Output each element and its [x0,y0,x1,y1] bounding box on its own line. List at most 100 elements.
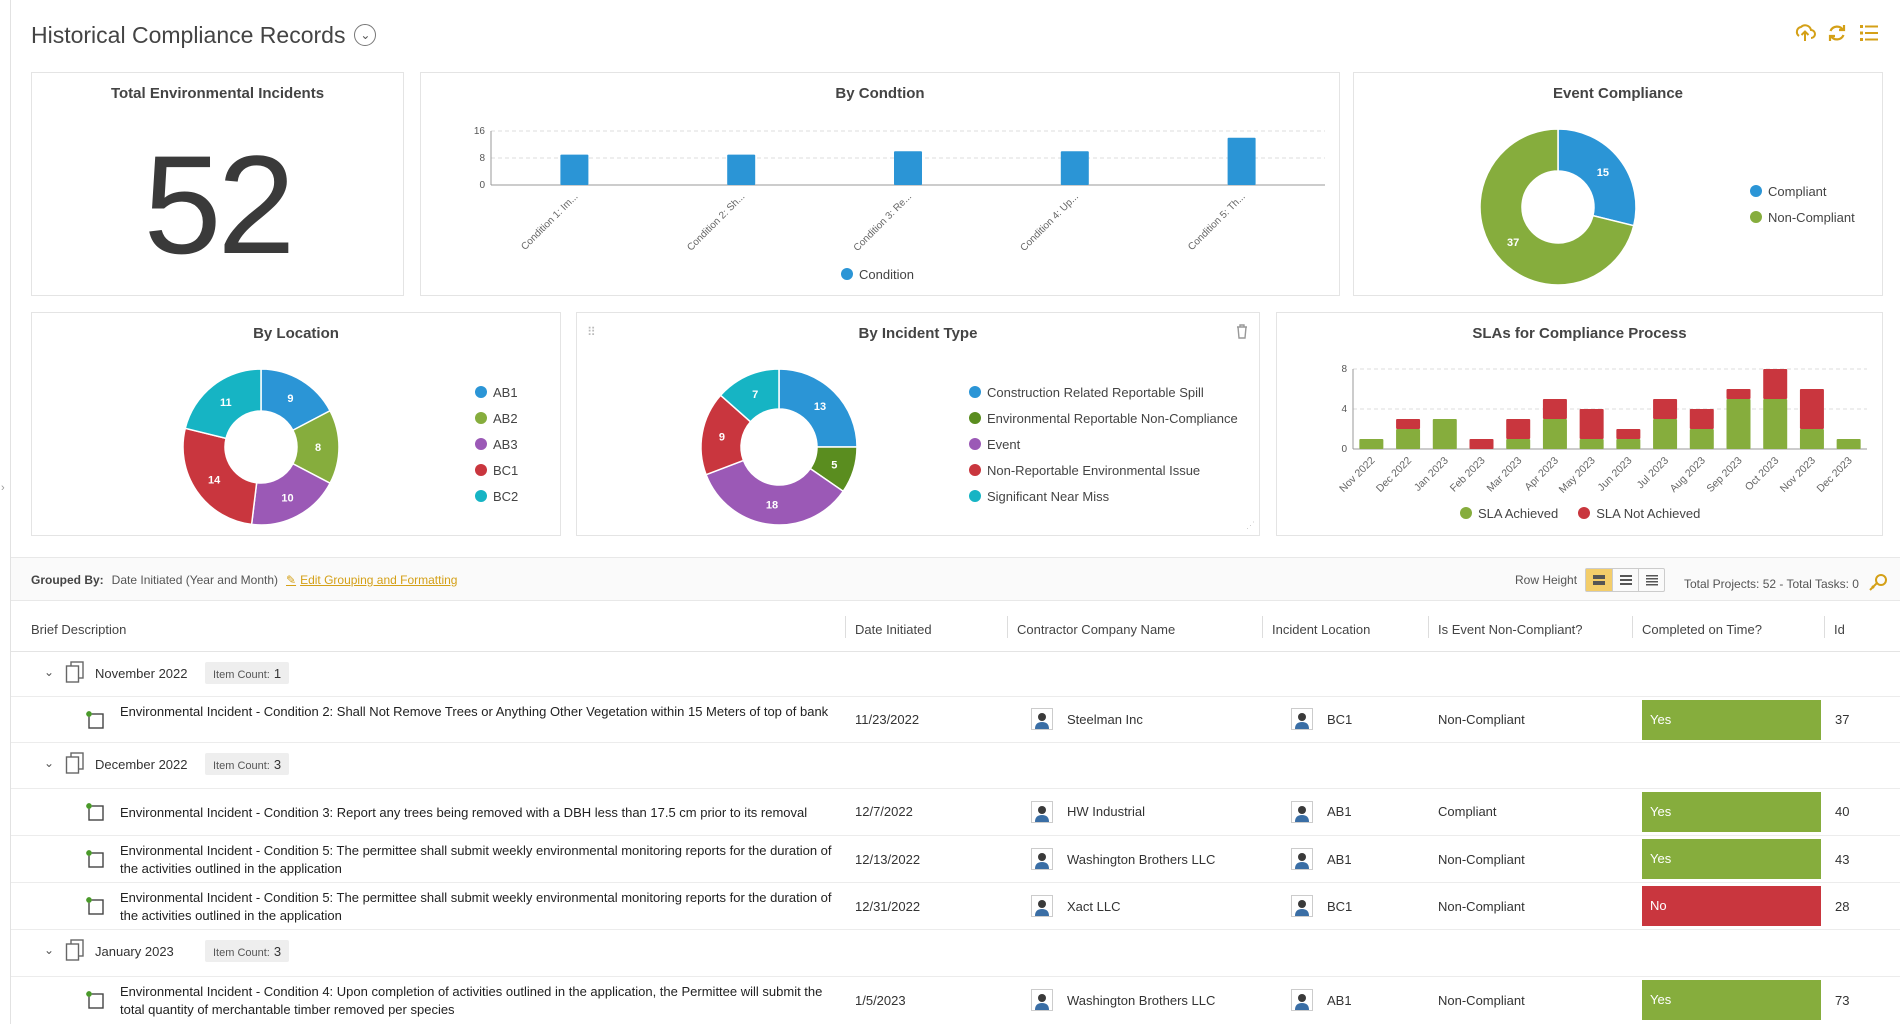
status-badge: No [1642,886,1821,926]
legend-dot [969,386,981,398]
column-divider[interactable] [1824,616,1825,638]
col-completed-on-time[interactable]: Completed on Time? [1642,622,1762,637]
legend-item[interactable]: Environmental Reportable Non-Compliance [969,405,1238,431]
grid-toolbar: Grouped By: Date Initiated (Year and Mon… [11,557,1900,601]
table-row[interactable]: Environmental Incident - Condition 5: Th… [11,883,1900,930]
cell-company: HW Industrial [1067,804,1146,819]
legend-item[interactable]: Compliant [1750,178,1855,204]
column-divider[interactable] [845,616,846,638]
col-event-non-compliant[interactable]: Is Event Non-Compliant? [1438,622,1583,637]
x-tick-label: Aug 2023 [1668,455,1708,495]
cell-non-compliant: Non-Compliant [1438,993,1525,1008]
group-row-december-2022[interactable]: ⌄ December 2022 Item Count: 3 [11,743,1900,789]
legend-item[interactable]: SLA Not Achieved [1578,500,1700,526]
list-menu-icon[interactable] [1858,22,1880,44]
legend-dot [841,268,853,280]
totals: Total Projects: 52 - Total Tasks: 0 [1684,573,1889,594]
col-incident-location[interactable]: Incident Location [1272,622,1371,637]
bar [1579,409,1604,439]
person-icon [1291,848,1313,870]
card-title: By Incident Type [858,325,978,342]
column-divider[interactable] [1632,616,1633,638]
slas-card[interactable]: SLAs for Compliance Process 0 4 8 Nov 2022 D… [1276,312,1883,536]
left-rail[interactable]: › [0,0,11,1024]
legend-item[interactable]: BC1 [475,457,518,483]
legend-item[interactable]: AB2 [475,405,518,431]
task-item-icon [84,846,110,873]
chevron-down-icon[interactable]: ⌄ [354,24,377,46]
group-row-november-2022[interactable]: ⌄ November 2022 Item Count: 1 [11,652,1900,697]
event-compliance-legend: Compliant Non-Compliant [1750,178,1855,230]
row-height-small-button[interactable] [1638,569,1664,591]
cell-description[interactable]: Environmental Incident - Condition 4: Up… [120,984,823,1017]
cell-company: Washington Brothers LLC [1067,852,1216,867]
cell-date: 12/13/2022 [855,852,921,867]
group-row-january-2023[interactable]: ⌄ January 2023 Item Count: 3 [11,930,1900,977]
row-height-medium-button[interactable] [1612,569,1638,591]
legend-item[interactable]: AB3 [475,431,518,457]
cell-description[interactable]: Environmental Incident - Condition 3: Re… [120,805,808,820]
legend-item[interactable]: SLA Achieved [1460,500,1558,526]
legend-item[interactable]: Non-Compliant [1750,204,1855,230]
column-divider[interactable] [1007,616,1008,638]
refresh-icon[interactable] [1826,22,1848,44]
table-row[interactable]: Environmental Incident - Condition 3: Re… [11,789,1900,836]
legend-item[interactable]: BC2 [475,483,518,509]
data-label: 14 [208,474,221,486]
legend-item[interactable]: Significant Near Miss [969,483,1238,509]
cell-description[interactable]: Environmental Incident - Condition 2: Sh… [120,704,829,719]
table-row[interactable]: Environmental Incident - Condition 5: Th… [11,836,1900,883]
by-incident-type-card[interactable]: ⠿ By Incident Type 13 5 18 9 7 Construction … [576,312,1260,536]
by-condition-card[interactable]: By Condtion 0 8 16 Condition 1: Im... Condit… [420,72,1340,296]
col-contractor-company[interactable]: Contractor Company Name [1017,622,1176,637]
by-incident-type-legend: Construction Related Reportable Spill En… [969,379,1238,509]
legend-dot [475,490,487,502]
drag-handle-icon[interactable]: ⠿ [587,325,596,339]
y-tick-label: 0 [479,180,485,191]
bar [1469,439,1494,449]
edit-grouping-link[interactable]: ✎ Edit Grouping and Formatting [286,573,457,587]
group-name: January 2023 [95,944,174,959]
resize-handle-icon[interactable]: ⋰ [1246,520,1255,530]
by-condition-chart: 0 8 16 Condition 1: Im... Condition 2: Sh...… [474,126,1325,254]
column-divider[interactable] [1262,616,1263,638]
legend-item[interactable]: Condition [841,261,914,287]
total-incidents-card[interactable]: Total Environmental Incidents 52 [31,72,404,296]
by-location-card[interactable]: By Location 9 8 10 14 11 AB1 AB2 AB3 BC1 BC2 [31,312,561,536]
person-icon [1291,801,1313,823]
x-tick-label: Feb 2023 [1448,455,1488,495]
legend-item[interactable]: Non-Reportable Environmental Issue [969,457,1238,483]
legend-item[interactable]: Event [969,431,1238,457]
bar [1227,137,1256,185]
col-id[interactable]: Id [1834,622,1845,637]
copy-icon [65,661,85,686]
cell-description[interactable]: Environmental Incident - Condition 5: Th… [120,890,832,923]
table-row[interactable]: Environmental Incident - Condition 4: Up… [11,977,1900,1024]
cell-description[interactable]: Environmental Incident - Condition 5: Th… [120,843,832,876]
pie-slice [184,368,262,440]
column-divider[interactable] [1428,616,1429,638]
pie-slice [1557,128,1637,227]
cell-id: 40 [1835,804,1850,819]
row-height-large-button[interactable] [1586,569,1613,591]
bar [1653,399,1678,419]
search-key-icon[interactable] [1867,573,1889,594]
row-height-label: Row Height [1515,573,1578,587]
legend-item[interactable]: AB1 [475,379,518,405]
chevron-down-icon[interactable]: ⌄ [44,665,55,679]
upload-icon[interactable] [1794,22,1816,44]
expand-rail-icon[interactable]: › [1,482,5,494]
legend-item[interactable]: Construction Related Reportable Spill [969,379,1238,405]
legend-label: SLA Not Achieved [1596,505,1701,521]
table-row[interactable]: Environmental Incident - Condition 2: Sh… [11,697,1900,743]
person-icon [1031,895,1053,917]
col-date-initiated[interactable]: Date Initiated [855,622,932,637]
chevron-down-icon[interactable]: ⌄ [44,943,55,957]
chevron-down-icon[interactable]: ⌄ [44,756,55,770]
x-tick-label: Nov 2022 [1337,455,1377,495]
event-compliance-card[interactable]: Event Compliance 15 37 Compliant Non-Comp… [1353,72,1883,296]
legend-label: Non-Compliant [1768,209,1855,225]
col-brief-description[interactable]: Brief Description [31,622,127,637]
trash-icon[interactable] [1235,323,1249,344]
